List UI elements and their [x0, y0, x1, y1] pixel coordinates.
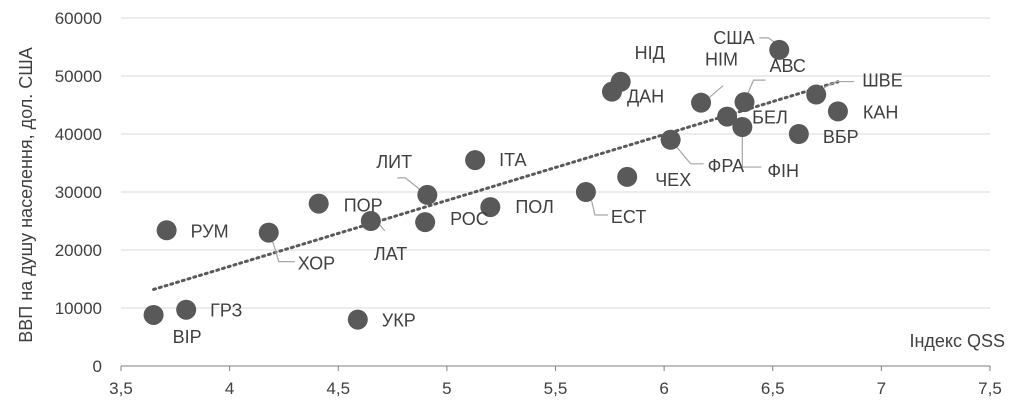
- data-point: [617, 166, 638, 187]
- data-point: [415, 212, 436, 233]
- point-label: ЛИТ: [376, 152, 412, 172]
- data-point: [480, 197, 501, 218]
- data-point: [806, 84, 827, 105]
- x-tick-label: 3,5: [109, 379, 133, 398]
- x-axis-title: Індекс QSS: [909, 331, 1005, 351]
- data-point: [176, 299, 197, 320]
- data-point: [734, 92, 755, 113]
- data-points: [143, 39, 848, 330]
- point-label: ПОЛ: [515, 197, 554, 217]
- data-point: [347, 309, 368, 330]
- point-label: ХОР: [298, 254, 335, 274]
- data-point: [660, 129, 681, 150]
- y-tick-label: 0: [93, 357, 102, 376]
- data-point: [258, 222, 279, 243]
- x-tick-label: 4,5: [326, 379, 350, 398]
- y-tick-label: 60000: [55, 9, 102, 28]
- point-label: ФРА: [708, 156, 745, 176]
- data-point: [360, 211, 381, 231]
- point-label: ГРЗ: [210, 301, 242, 321]
- point-label: ЕСТ: [611, 207, 646, 227]
- point-label: РОС: [450, 209, 489, 229]
- point-label: США: [713, 28, 755, 48]
- y-axis-title: ВВП на душу населення, дол. США: [16, 47, 36, 342]
- point-label: УКР: [382, 311, 416, 331]
- y-tick-label: 40000: [55, 125, 102, 144]
- point-label: ЧЕХ: [655, 170, 691, 190]
- point-label: ДАН: [627, 87, 664, 107]
- point-label: НІД: [635, 43, 665, 63]
- data-point: [417, 184, 438, 205]
- data-point: [769, 39, 790, 60]
- y-tick-label: 20000: [55, 241, 102, 260]
- point-label: ПОР: [344, 196, 383, 216]
- data-point: [308, 193, 329, 214]
- point-label: РУМ: [191, 221, 229, 241]
- y-tick-label: 50000: [55, 67, 102, 86]
- data-point: [610, 71, 631, 92]
- y-tick-label: 30000: [55, 183, 102, 202]
- data-point: [788, 124, 809, 144]
- data-point: [717, 106, 738, 127]
- point-label: ФІН: [767, 161, 799, 181]
- data-point: [827, 101, 848, 122]
- point-label: БЕЛ: [752, 108, 788, 128]
- point-label: НІМ: [705, 50, 738, 70]
- gridlines: [121, 17, 990, 367]
- point-label: ШВЕ: [862, 71, 903, 91]
- data-point: [143, 304, 164, 325]
- data-point: [732, 117, 753, 138]
- data-point: [691, 92, 712, 113]
- point-label: ВІР: [173, 327, 202, 347]
- point-label: КАН: [863, 102, 899, 122]
- x-tick-label: 6: [659, 379, 668, 398]
- data-point: [156, 220, 177, 241]
- point-labels: ВІР РУМ ГРЗ ХОР ПОР УКР ЛАТ РОС ЛИТ ІТА ПОЛ ЕСТ ДАН Н…: [173, 28, 903, 347]
- point-label: ЛАТ: [374, 244, 407, 264]
- x-tick-label: 7: [877, 379, 886, 398]
- point-label: ВБР: [823, 127, 859, 147]
- y-axis-tick-labels: 0 10000 20000 30000 40000 50000 60000: [55, 9, 102, 376]
- x-axis-tick-labels: 3,5 4 4,5 5 5,5 6 6,5 7 7,5: [109, 366, 1002, 398]
- point-label: ІТА: [499, 150, 526, 170]
- x-tick-label: 5: [442, 379, 451, 398]
- point-label: АВС: [770, 56, 806, 76]
- x-tick-label: 4: [225, 379, 234, 398]
- data-point: [575, 182, 596, 202]
- x-tick-label: 7,5: [978, 379, 1002, 398]
- x-tick-label: 5,5: [544, 379, 568, 398]
- data-point: [465, 150, 486, 171]
- y-tick-label: 10000: [55, 299, 102, 318]
- x-tick-label: 6,5: [761, 379, 785, 398]
